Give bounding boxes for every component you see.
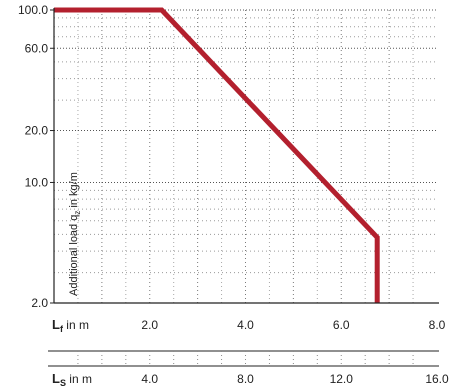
series-line xyxy=(54,7,380,303)
y-axis-label: Additional load qz in kg/m xyxy=(68,172,82,296)
x-tick-label-lf: 4.0 xyxy=(237,318,254,332)
y-tick-label: 10.0 xyxy=(25,175,49,189)
tick-labels: 100.0 60.0 20.0 10.0 2.0 2.0 4.0 6.0 8.0 4.0 8.0 12… xyxy=(18,3,449,386)
x-axis-label-ls: LS in m xyxy=(52,371,92,388)
x-tick-label-ls: 12.0 xyxy=(330,372,354,386)
secondary-x-axis-strip xyxy=(48,350,439,367)
x-tick-label-ls: 8.0 xyxy=(237,372,254,386)
x-axis-label-lf: Lf in m xyxy=(52,317,89,334)
y-tick-label: 2.0 xyxy=(31,296,48,310)
x-tick-label-lf: 8.0 xyxy=(429,318,446,332)
y-tick-label: 100.0 xyxy=(18,3,48,17)
x-tick-label-lf: 6.0 xyxy=(333,318,350,332)
series-lines xyxy=(54,7,380,303)
axes xyxy=(50,8,439,304)
y-tick-label: 60.0 xyxy=(25,41,49,55)
x-tick-label-lf: 2.0 xyxy=(141,318,158,332)
x-tick-label-ls: 16.0 xyxy=(425,372,449,386)
x-tick-label-ls: 4.0 xyxy=(141,372,158,386)
y-tick-label: 20.0 xyxy=(25,124,49,138)
